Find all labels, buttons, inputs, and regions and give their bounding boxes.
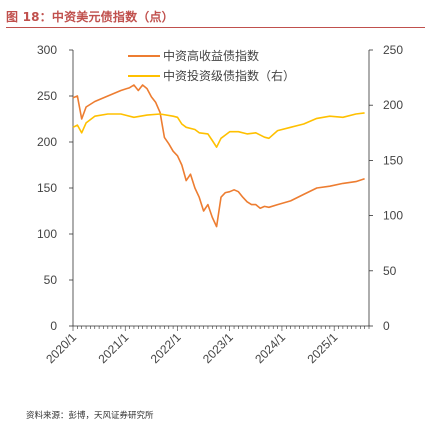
source-note: 资料来源：彭博，天风证券研究所 bbox=[26, 411, 154, 421]
chart-series-layer bbox=[72, 84, 365, 228]
y-left-tick-label: 0 bbox=[50, 319, 57, 333]
y-left-tick-label: 250 bbox=[37, 89, 57, 103]
high-yield-index-line bbox=[72, 84, 365, 228]
y-left-tick-label: 150 bbox=[37, 181, 57, 195]
y-right-tick-label: 50 bbox=[383, 264, 397, 278]
x-tick-label: 2022/1 bbox=[148, 330, 184, 366]
investment-grade-index-line bbox=[72, 112, 365, 148]
y-left-tick-label: 50 bbox=[44, 273, 58, 287]
x-tick-label: 2021/1 bbox=[96, 330, 132, 366]
y-left-tick-label: 100 bbox=[37, 227, 57, 241]
title-rule bbox=[6, 27, 425, 28]
y-right-tick-label: 200 bbox=[383, 98, 403, 112]
x-tick-label: 2023/1 bbox=[200, 330, 236, 366]
y-left-tick-label: 300 bbox=[37, 43, 57, 57]
y-left-tick-label: 200 bbox=[37, 135, 57, 149]
x-tick-label: 2024/1 bbox=[252, 330, 288, 366]
y-right-tick-label: 150 bbox=[383, 153, 403, 167]
x-tick-label: 2020/1 bbox=[43, 330, 79, 366]
y-right-tick-label: 0 bbox=[383, 319, 390, 333]
x-tick-label: 2025/1 bbox=[304, 330, 340, 366]
y-right-tick-label: 100 bbox=[383, 209, 403, 223]
y-right-tick-label: 250 bbox=[383, 43, 403, 57]
legend-label-investment-grade: 中资投资级债指数（右） bbox=[163, 68, 295, 83]
legend-label-high-yield: 中资高收益债指数 bbox=[163, 48, 259, 63]
figure-title: 图 18：中资美元债指数（点） bbox=[6, 10, 174, 24]
